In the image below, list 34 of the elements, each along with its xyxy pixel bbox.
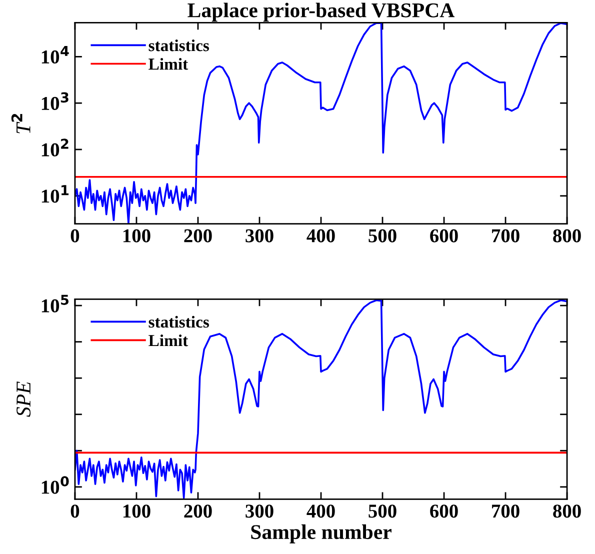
- x-tick-label: 300: [246, 504, 274, 518]
- x-tick-label: 500: [368, 229, 396, 242]
- x-axis-title: Sample number: [251, 524, 392, 544]
- y-axis-title: SPE: [16, 382, 31, 417]
- x-tick-label: 0: [70, 229, 80, 242]
- legend-label: Limit: [148, 58, 188, 70]
- chart-title: Laplace prior-based VBSPCA: [188, 2, 455, 22]
- y-tick-label: 10$^{2}$: [42, 138, 68, 156]
- x-tick-label: 400: [306, 229, 335, 242]
- x-tick-label: 200: [184, 229, 212, 242]
- x-tick-label: 700: [492, 229, 520, 242]
- y-tick-label: 10$^{5}$: [42, 294, 69, 312]
- x-tick-label: 100: [123, 229, 150, 242]
- y-axis-title: T$^{2}$: [11, 114, 30, 134]
- x-tick-label: 400: [306, 504, 335, 518]
- legend-label: Limit: [148, 334, 188, 346]
- x-tick-label: 100: [123, 504, 150, 518]
- x-tick-label: 800: [553, 229, 581, 242]
- line-series: [74, 22, 568, 224]
- x-tick-label: 800: [553, 504, 581, 518]
- y-tick-label: 10$^{4}$: [42, 46, 69, 64]
- y-tick-label: 10$^{1}$: [42, 185, 69, 203]
- y-tick-label: 10$^{0}$: [42, 476, 69, 494]
- x-tick-label: 600: [430, 504, 458, 518]
- x-tick-label: 500: [368, 504, 396, 518]
- y-tick-label: 10$^{3}$: [42, 92, 68, 110]
- legend-label: statistics: [148, 316, 209, 328]
- x-tick-label: 0: [70, 504, 80, 518]
- line-series: [74, 299, 568, 499]
- legend-label: statistics: [148, 39, 209, 52]
- x-tick-label: 200: [184, 504, 212, 518]
- x-tick-label: 600: [430, 229, 458, 242]
- x-tick-label: 300: [246, 229, 274, 242]
- x-tick-label: 700: [492, 504, 520, 518]
